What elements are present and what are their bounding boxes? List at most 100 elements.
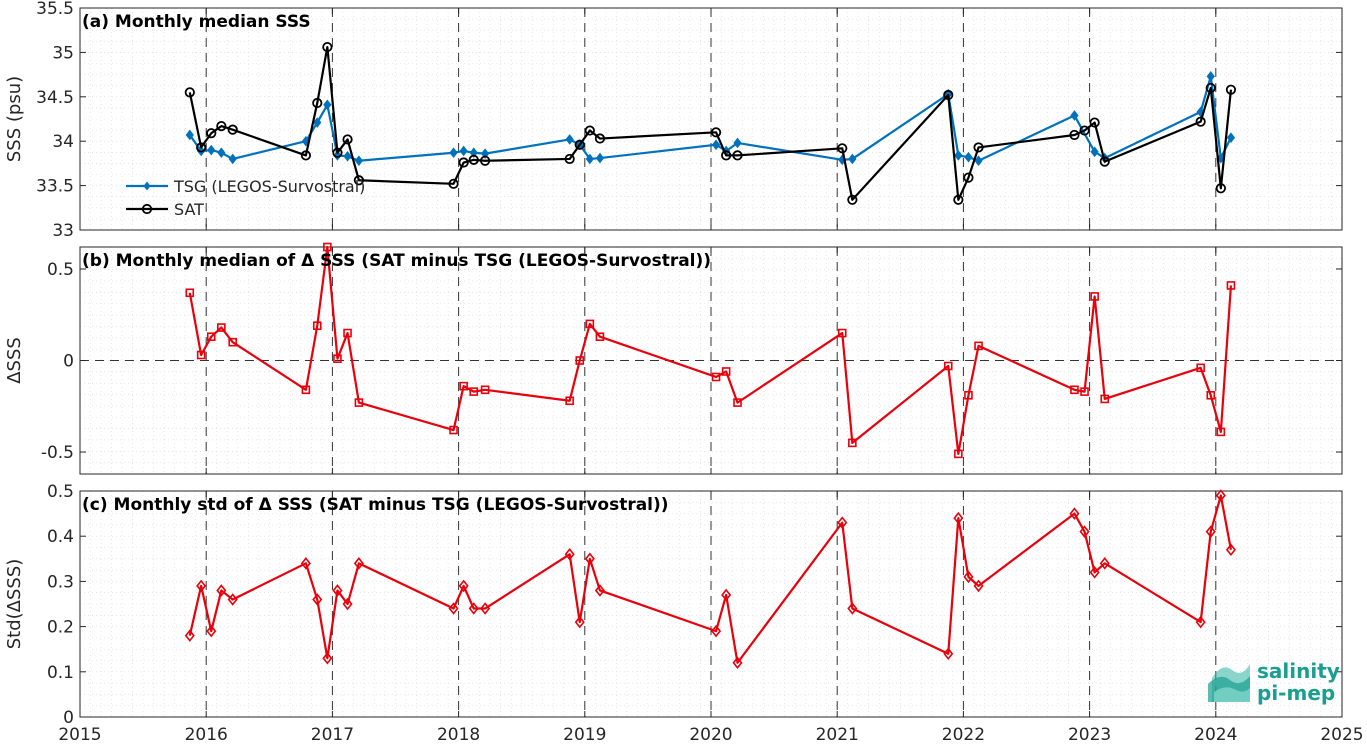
data-point [721,367,731,376]
data-point [943,89,954,101]
data-point [185,288,195,298]
data-point [1070,385,1079,395]
series-line [188,45,1233,201]
y-tick-label: 34 [52,132,74,152]
legend: TSG (LEGOS-Survostral) SAT [126,177,365,219]
data-point [228,337,238,347]
data-point [480,155,491,166]
data-point [1080,387,1089,396]
panel-title: (c) Monthly std of Δ SSS (SAT minus TSG … [82,495,669,515]
data-point [332,584,343,597]
data-point [575,356,585,365]
data-point [574,615,585,629]
x-tick-label: 2025 [1320,725,1363,745]
data-point [973,142,984,153]
salinity-pi-mep-logo: salinity pi-mep [1208,659,1340,705]
data-point [185,129,194,141]
x-tick-label: 2022 [942,725,985,745]
data-point [1069,129,1080,141]
data-point [1089,117,1100,128]
series-line [188,245,1233,455]
data-point [206,624,217,638]
data-point [1079,525,1090,538]
y-tick-label: 0.5 [47,260,74,280]
panel-title: (a) Monthly median SSS [82,12,311,32]
data-point [943,361,953,371]
data-point [594,133,606,144]
data-point [1090,146,1099,158]
logo-line-1: salinity [1257,659,1340,683]
y-tick-label: -0.5 [41,443,74,463]
data-point [196,579,207,593]
data-point [469,147,478,159]
data-point [953,511,964,525]
data-point [227,124,238,135]
data-point [733,137,742,149]
data-point [1216,427,1226,437]
legend-entry-label: TSG (LEGOS-Survostral) [173,177,365,196]
data-point [300,150,311,161]
data-point [1215,489,1226,502]
panel-title: (b) Monthly median of Δ SSS (SAT minus T… [82,251,711,271]
data-point [313,117,322,128]
data-point [1070,110,1079,121]
data-point [322,651,333,665]
data-point [354,398,364,407]
data-point [458,579,469,593]
data-point [1226,132,1236,143]
data-point [333,150,342,161]
y-tick-label: 0.3 [47,572,74,592]
data-point [1100,394,1110,404]
data-point [207,144,216,156]
data-point [301,385,311,395]
data-point [449,147,458,159]
data-point [323,242,332,252]
y-axis-label: Std(ΔSSS) [4,559,25,650]
data-point [974,155,983,167]
y-tick-label: 33.5 [36,177,74,197]
x-tick-label: 2017 [311,725,354,745]
y-tick-label: 35.5 [36,0,74,19]
data-point [1225,84,1237,95]
y-tick-label: 0.5 [47,482,74,502]
data-point [1196,363,1205,373]
data-point [721,588,732,602]
data-point [1079,125,1090,136]
data-point [1206,71,1215,82]
data-point [1195,116,1206,127]
data-point [458,157,469,168]
panel-c: 0 0.1 0.2 0.3 0.4 0.5 2015 2016 2017 2018 2019 2020… [4,482,1364,745]
data-point [837,143,848,154]
data-point [847,194,858,205]
data-point [353,175,365,186]
data-point [459,381,468,391]
data-point [564,153,575,165]
panel-a: 33 33.5 34 34.5 35 35.5 SSS (psu) (a) Monthly m… [4,0,1343,241]
data-point [565,396,574,406]
data-point [954,150,963,161]
data-point [595,332,605,342]
data-point [585,319,595,329]
data-point [323,99,332,111]
y-tick-label: 35 [52,43,74,63]
data-point [584,125,595,136]
y-axis-label: SSS (psu) [4,76,25,162]
data-point [837,516,848,529]
data-point [196,350,206,360]
data-point [594,584,605,597]
data-point [848,153,857,165]
data-point [1069,507,1080,520]
data-point [585,153,594,165]
data-point [943,647,954,661]
x-tick-label: 2024 [1194,725,1237,745]
data-point [1195,615,1206,629]
data-point [343,328,352,338]
data-point [964,390,973,400]
data-point [1089,566,1100,579]
data-point [733,398,742,407]
data-point [848,438,857,448]
data-point [1206,390,1216,400]
data-point [459,145,468,157]
x-tick-label: 2020 [689,725,732,745]
y-tick-label: 0 [63,352,74,372]
